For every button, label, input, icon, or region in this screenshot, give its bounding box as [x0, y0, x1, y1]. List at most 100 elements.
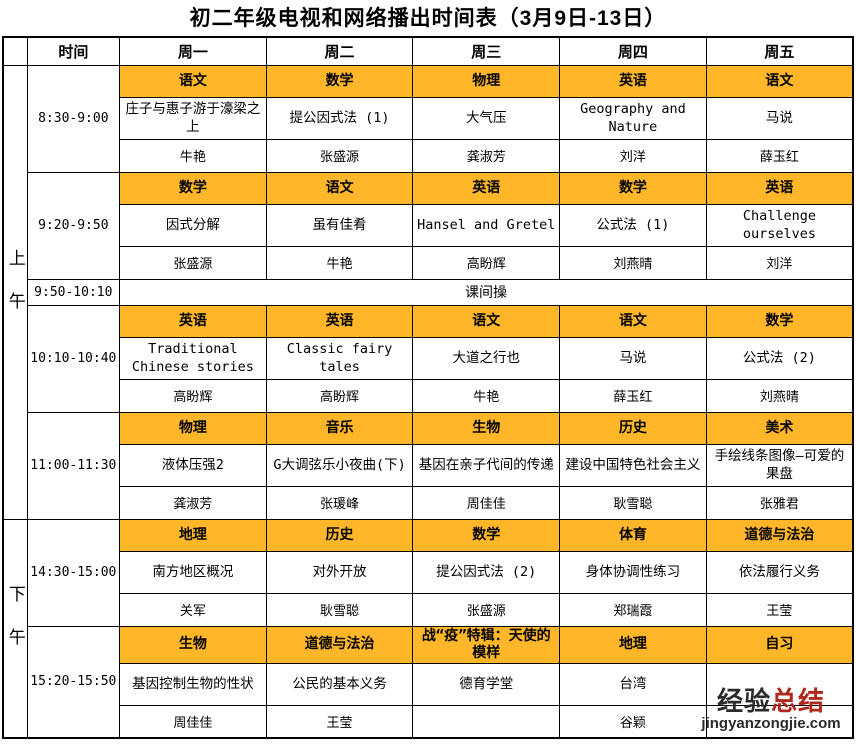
subject-cell: 自习 [705, 625, 854, 664]
lesson-cell: 身体协调性练习 [559, 550, 707, 594]
subject-cell: 英语 [119, 304, 267, 338]
time-column-header: 时间 [26, 36, 121, 66]
lesson-cell: Geography and Nature [559, 96, 707, 140]
lesson-cell: Traditional Chinese stories [119, 336, 267, 380]
lesson-cell: 台湾 [559, 662, 707, 706]
lesson-cell: 南方地区概况 [119, 550, 267, 594]
lesson-cell: Hansel and Gretel [412, 203, 561, 247]
teacher-cell: 张盛源 [119, 245, 267, 280]
day-header-tuesday: 周二 [265, 36, 414, 66]
teacher-cell: 张盛源 [412, 592, 561, 627]
subject-cell: 数学 [119, 171, 267, 205]
subject-cell: 地理 [119, 518, 267, 552]
lesson-cell: 马说 [559, 336, 707, 380]
teacher-cell: 牛艳 [265, 245, 414, 280]
subject-cell: 音乐 [265, 411, 414, 445]
lesson-cell: 建设中国特色社会主义 [559, 443, 707, 487]
teacher-cell: 薛玉红 [559, 378, 707, 413]
break-activity-cell: 课间操 [119, 278, 854, 306]
subject-cell: 英语 [412, 171, 561, 205]
time-cell: 14:30-15:00 [26, 518, 121, 627]
time-cell: 9:20-9:50 [26, 171, 121, 280]
teacher-cell: 龚淑芳 [119, 485, 267, 520]
teacher-cell: 刘燕晴 [705, 378, 854, 413]
lesson-cell: 德育学堂 [412, 662, 561, 706]
corner-cell [2, 36, 28, 66]
time-cell: 9:50-10:10 [26, 278, 121, 306]
subject-cell: 历史 [559, 411, 707, 445]
teacher-cell: 高盼辉 [119, 378, 267, 413]
section-label: 下午 [2, 518, 28, 739]
subject-cell: 道德与法治 [705, 518, 854, 552]
lesson-cell [705, 662, 854, 706]
day-header-wednesday: 周三 [412, 36, 561, 66]
lesson-cell: 公式法 (2) [705, 336, 854, 380]
teacher-cell: 王莹 [265, 704, 414, 739]
subject-cell: 英语 [559, 64, 707, 98]
lesson-cell: 基因在亲子代间的传递 [412, 443, 561, 487]
time-cell: 11:00-11:30 [26, 411, 121, 520]
teacher-cell: 耿雪聪 [559, 485, 707, 520]
teacher-cell: 张盛源 [265, 138, 414, 173]
teacher-cell: 耿雪聪 [265, 592, 414, 627]
subject-cell: 生物 [412, 411, 561, 445]
lesson-cell: G大调弦乐小夜曲(下) [265, 443, 414, 487]
teacher-cell: 张瑗峰 [265, 485, 414, 520]
lesson-cell: 对外开放 [265, 550, 414, 594]
teacher-cell: 刘燕晴 [559, 245, 707, 280]
lesson-cell: 大气压 [412, 96, 561, 140]
lesson-cell: 依法履行义务 [705, 550, 854, 594]
subject-cell: 战“疫”特辑：天使的模样 [412, 625, 561, 664]
teacher-cell: 牛艳 [119, 138, 267, 173]
teacher-cell: 张雅君 [705, 485, 854, 520]
subject-cell: 数学 [559, 171, 707, 205]
lesson-cell: 提公因式法 (2) [412, 550, 561, 594]
lesson-cell: 公民的基本义务 [265, 662, 414, 706]
lesson-cell: 马说 [705, 96, 854, 140]
lesson-cell: 基因控制生物的性状 [119, 662, 267, 706]
day-header-friday: 周五 [705, 36, 854, 66]
teacher-cell [705, 704, 854, 739]
subject-cell: 英语 [705, 171, 854, 205]
subject-cell: 物理 [412, 64, 561, 98]
teacher-cell: 刘洋 [705, 245, 854, 280]
lesson-cell: 手绘线条图像—可爱的果盘 [705, 443, 854, 487]
subject-cell: 语文 [705, 64, 854, 98]
subject-cell: 语文 [265, 171, 414, 205]
teacher-cell: 周佳佳 [119, 704, 267, 739]
teacher-cell: 高盼辉 [412, 245, 561, 280]
teacher-cell: 牛艳 [412, 378, 561, 413]
lesson-cell: 因式分解 [119, 203, 267, 247]
page-title: 初二年级电视和网络播出时间表（3月9日-13日） [189, 7, 667, 30]
teacher-cell: 高盼辉 [265, 378, 414, 413]
subject-cell: 英语 [265, 304, 414, 338]
time-cell: 15:20-15:50 [26, 625, 121, 739]
lesson-cell: 提公因式法 (1) [265, 96, 414, 140]
teacher-cell: 关军 [119, 592, 267, 627]
teacher-cell: 龚淑芳 [412, 138, 561, 173]
teacher-cell: 薛玉红 [705, 138, 854, 173]
subject-cell: 道德与法治 [265, 625, 414, 664]
timetable: 时间 周一 周二 周三 周四 周五 上午 8:30-9:00 语文 数学 物理 英语 语文庄… [2, 36, 854, 739]
subject-cell: 物理 [119, 411, 267, 445]
teacher-cell: 刘洋 [559, 138, 707, 173]
subject-cell: 美术 [705, 411, 854, 445]
section-label: 上午 [2, 64, 28, 520]
subject-cell: 历史 [265, 518, 414, 552]
teacher-cell: 谷颖 [559, 704, 707, 739]
teacher-cell: 周佳佳 [412, 485, 561, 520]
lesson-cell: Challenge ourselves [705, 203, 854, 247]
subject-cell: 语文 [119, 64, 267, 98]
time-cell: 10:10-10:40 [26, 304, 121, 413]
subject-cell: 地理 [559, 625, 707, 664]
lesson-cell: 液体压强2 [119, 443, 267, 487]
teacher-cell [412, 704, 561, 739]
subject-cell: 生物 [119, 625, 267, 664]
lesson-cell: 虽有佳肴 [265, 203, 414, 247]
subject-cell: 数学 [412, 518, 561, 552]
teacher-cell: 郑瑞霞 [559, 592, 707, 627]
lesson-cell: 公式法 (1) [559, 203, 707, 247]
subject-cell: 数学 [265, 64, 414, 98]
day-header-monday: 周一 [119, 36, 267, 66]
subject-cell: 体育 [559, 518, 707, 552]
